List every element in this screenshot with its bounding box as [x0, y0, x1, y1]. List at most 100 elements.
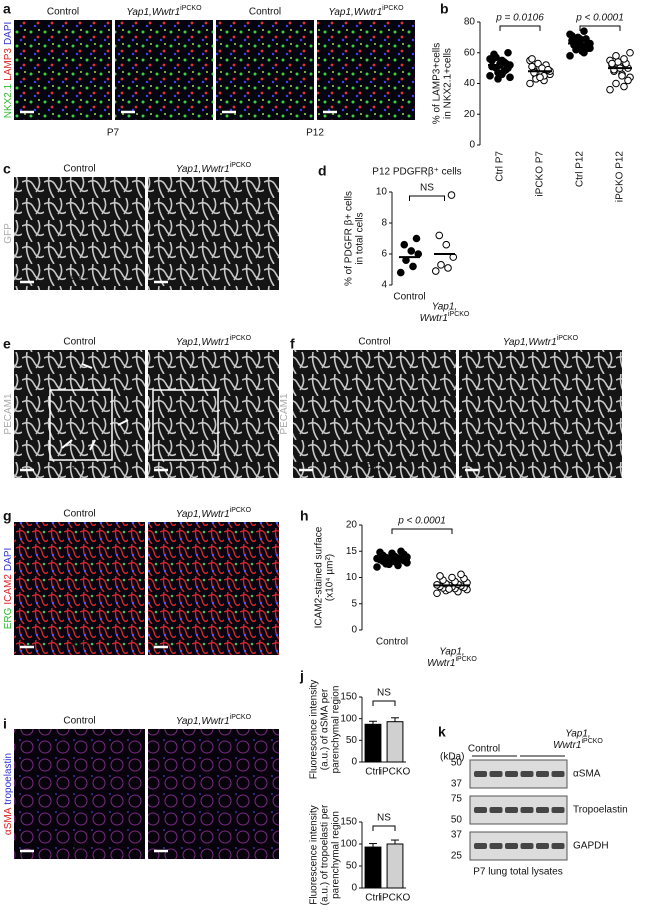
inset-box [49, 389, 113, 461]
column-header: Control [47, 7, 79, 18]
comparison-label: p < 0.0001 [397, 516, 446, 527]
genotype-line: Wwtr1iPCKO [420, 311, 470, 324]
y-axis-label: in NKX2.1+cells [443, 48, 454, 119]
channel-name: NKX2.1 [3, 83, 14, 118]
channel-name: ICAM2 [3, 574, 14, 605]
data-point [608, 59, 616, 68]
channel-label: PECAM1 [279, 393, 290, 435]
y-tick-label: 0 [469, 140, 475, 151]
column-header: Control [63, 509, 95, 520]
blot-marker: 37 [451, 779, 463, 790]
data-point [436, 572, 444, 580]
stage-label: P7 [73, 844, 86, 855]
blot-marker: 75 [451, 794, 463, 805]
data-point [612, 52, 620, 60]
comparison-bracket [499, 25, 541, 31]
y-tick-label: 0 [351, 625, 357, 636]
genotype-line: Yap1, [565, 729, 590, 740]
arrow [81, 363, 93, 369]
comparison-label: p < 0.0001 [575, 13, 624, 24]
micrograph [216, 20, 314, 120]
data-point [624, 76, 632, 85]
y-axis-label: % of PDGFR β+ cells [344, 191, 355, 286]
data-point [494, 75, 502, 83]
stage-label: P12 [71, 463, 89, 474]
data-point [584, 44, 592, 52]
stage-label: P12 [306, 128, 324, 139]
x-tick-label: iPCKO [380, 767, 411, 778]
panel-letter: b [440, 1, 449, 17]
x-tick-label: iPCKO P7 [535, 151, 546, 197]
y-tick-label: 60 [464, 47, 476, 58]
channel-name: DAPI [3, 548, 14, 571]
column-header: Control [358, 337, 390, 348]
x-tick-label: Control [393, 292, 425, 303]
blot-marker: 25 [451, 851, 463, 862]
data-point [400, 240, 409, 249]
gene-name: Yap1,Wwtr1 [176, 716, 230, 727]
blot-row-label: Tropoelastin [573, 805, 628, 816]
panel-letter: c [3, 161, 11, 177]
y-tick-label: 100 [340, 713, 357, 724]
channel-name: PECAM1 [279, 393, 290, 435]
data-point [409, 262, 417, 271]
blot-band [551, 843, 565, 849]
gene-name: Wwtr1 [553, 740, 581, 751]
y-tick-label: 10 [376, 187, 388, 198]
x-tick-label: Ctrl [365, 893, 381, 904]
data-point [490, 50, 498, 59]
data-point [396, 268, 405, 277]
y-tick-label: 80 [464, 17, 476, 28]
panel-letter: k [438, 724, 446, 740]
micrograph [148, 522, 279, 655]
data-point [407, 247, 416, 255]
channel-name: αSMA [3, 807, 14, 835]
genotype-superscript: iPCKO [382, 5, 404, 12]
genotype-superscript: iPCKO [230, 714, 252, 721]
blot-band [520, 843, 534, 849]
comparison-bracket [409, 195, 445, 201]
channel-name: GFP [3, 223, 14, 244]
comparison-label: p = 0.0106 [495, 13, 544, 24]
gene-name: Yap1,Wwtr1 [176, 164, 230, 175]
y-tick-label: 6 [381, 249, 387, 260]
y-tick-label: 8 [381, 218, 387, 229]
data-point [606, 85, 614, 94]
blot-header: Control [468, 744, 500, 755]
y-tick-label: 150 [340, 692, 357, 703]
y-tick-label: 0 [351, 883, 357, 894]
gene-name: Yap1,Wwtr1 [176, 509, 230, 520]
data-point [437, 261, 445, 269]
blot-band [520, 807, 534, 813]
data-point [435, 231, 444, 240]
x-tick-label: iPCKO [380, 893, 411, 904]
arrow [89, 439, 96, 451]
gene-name: Yap1,Wwtr1 [328, 7, 382, 18]
channel-label: NKX2.1 LAMP3 DAPI [3, 22, 14, 119]
panel-letter: h [300, 508, 309, 524]
data-point [578, 47, 586, 56]
blot-caption: P7 lung total lysates [473, 867, 563, 878]
comparison-bracket [579, 25, 621, 31]
blot-band [489, 771, 503, 777]
blot-band [520, 771, 534, 777]
genotype-label: Yap1,Wwtr1iPCKO [176, 335, 252, 348]
genotype-label: Yap1,Wwtr1iPCKO [176, 714, 252, 727]
panel-letter: j [299, 668, 304, 684]
comparison-label: NS [420, 183, 434, 194]
gene-name: Wwtr1 [427, 658, 455, 669]
y-tick-label: 0 [351, 757, 357, 768]
blot-row-label: GAPDH [573, 841, 609, 852]
data-point [397, 547, 405, 556]
panel-letter: d [318, 163, 327, 179]
micrograph [14, 522, 145, 655]
data-point [626, 48, 634, 57]
micrograph [14, 20, 112, 120]
y-tick-label: 4 [381, 280, 387, 291]
blot-band [551, 771, 565, 777]
blot-band [505, 843, 518, 849]
y-axis-label: (x10⁴ µm²) [325, 554, 336, 601]
micrograph [14, 177, 145, 290]
data-point [431, 267, 440, 275]
